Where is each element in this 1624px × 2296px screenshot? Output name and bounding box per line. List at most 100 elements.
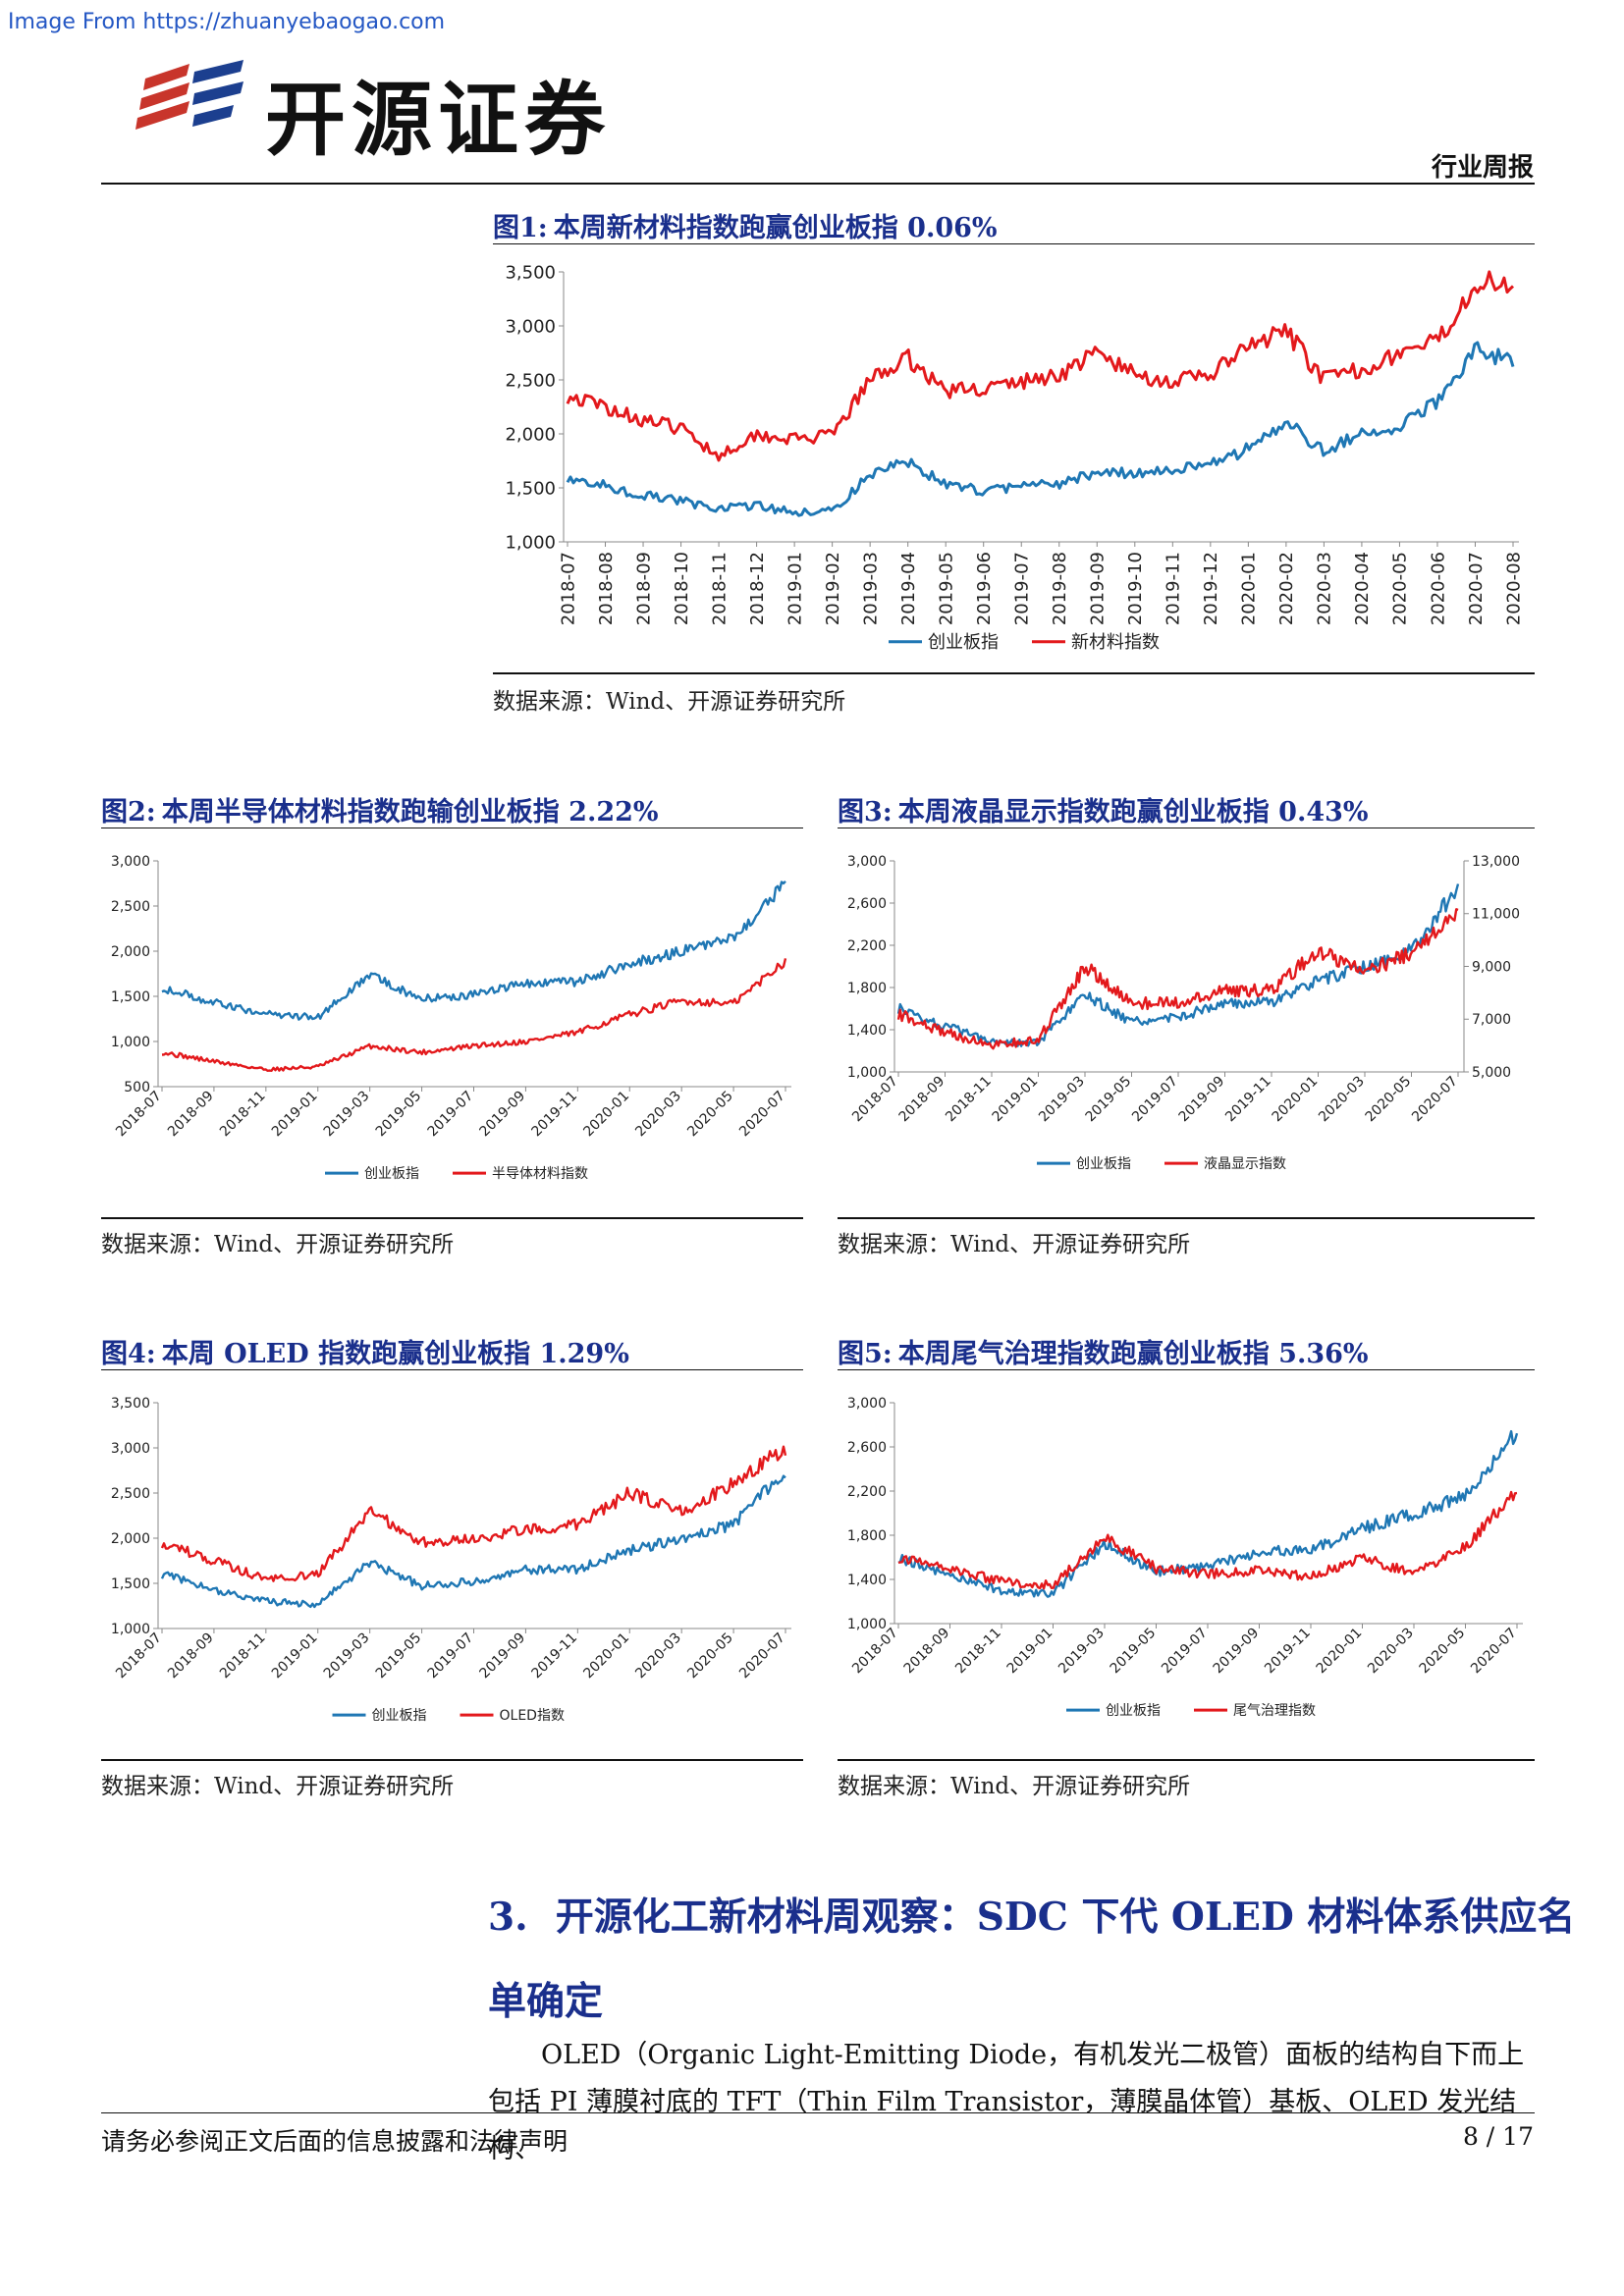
x-tick-label: 2020-05 xyxy=(1363,1074,1415,1126)
x-tick-label: 2020-07 xyxy=(1409,1074,1461,1126)
x-tick-label: 2018-07 xyxy=(849,1074,901,1126)
series-line-red xyxy=(161,958,787,1072)
x-tick-label: 2019-09 xyxy=(477,1089,529,1141)
legend-label: 尾气治理指数 xyxy=(1233,1703,1316,1719)
series-line-red xyxy=(897,1490,1518,1590)
x-tick-label: 2019-02 xyxy=(823,552,843,625)
figure-5-number: 图5: xyxy=(838,1339,893,1369)
x-tick-label: 2019-12 xyxy=(1201,552,1221,625)
y-tick-label: 2,500 xyxy=(111,899,150,915)
x-tick-label: 2018-11 xyxy=(952,1626,1004,1678)
source-url[interactable]: Image From https://zhuanyebaogao.com xyxy=(8,10,446,34)
figure-4-title: 图4: 本周 OLED 指数跑赢创业板指 1.29% xyxy=(101,1332,629,1370)
figure-5-source: 数据来源：Wind、开源证券研究所 xyxy=(838,1774,1191,1799)
x-tick-label: 2020-03 xyxy=(632,1630,684,1682)
x-tick-label: 2019-03 xyxy=(1036,1074,1088,1126)
y-tick-label: 1,000 xyxy=(505,532,556,553)
y-right-tick-label: 13,000 xyxy=(1472,854,1520,870)
y-tick-label: 2,000 xyxy=(111,944,150,960)
figure-1-source: 数据来源：Wind、开源证券研究所 xyxy=(493,689,846,715)
x-tick-label: 2020-05 xyxy=(1390,552,1411,625)
x-tick-label: 2020-01 xyxy=(1270,1074,1322,1126)
y-right-tick-label: 11,000 xyxy=(1472,907,1520,923)
x-tick-label: 2019-01 xyxy=(269,1630,321,1682)
x-tick-label: 2019-01 xyxy=(990,1074,1042,1126)
figure-5-bottom-rule xyxy=(838,1759,1535,1761)
x-tick-label: 2020-08 xyxy=(1503,552,1524,625)
y-tick-label: 1,500 xyxy=(505,478,556,499)
y-tick-label: 1,000 xyxy=(847,1617,887,1632)
x-tick-label: 2019-03 xyxy=(1056,1626,1108,1678)
figure-4-bottom-rule xyxy=(101,1759,803,1761)
x-tick-label: 2020-03 xyxy=(1316,1074,1368,1126)
y-tick-label: 3,500 xyxy=(111,1396,150,1412)
figure-3-title: 图3: 本周液晶显示指数跑赢创业板指 0.43% xyxy=(838,790,1369,828)
figure-4-number: 图4: xyxy=(101,1339,156,1369)
x-tick-label: 2018-08 xyxy=(596,552,617,625)
x-tick-label: 2018-11 xyxy=(709,552,730,625)
x-tick-label: 2018-07 xyxy=(558,552,578,625)
y-tick-label: 2,600 xyxy=(847,1440,887,1456)
x-tick-label: 2018-09 xyxy=(165,1089,217,1141)
report-type: 行业周报 xyxy=(1431,153,1534,183)
y-tick-label: 1,400 xyxy=(847,1573,887,1588)
x-tick-label: 2019-06 xyxy=(974,552,995,625)
x-tick-label: 2019-11 xyxy=(528,1630,580,1682)
series-line-blue xyxy=(566,341,1515,517)
x-tick-label: 2019-07 xyxy=(425,1089,477,1141)
x-tick-label: 2019-03 xyxy=(321,1089,373,1141)
y-tick-label: 1,800 xyxy=(847,981,887,996)
x-tick-label: 2020-04 xyxy=(1352,552,1373,625)
section-number: 3. xyxy=(488,1895,528,1940)
x-tick-label: 2019-09 xyxy=(1088,552,1109,625)
figure-2-source: 数据来源：Wind、开源证券研究所 xyxy=(101,1232,455,1257)
y-tick-label: 3,000 xyxy=(111,1441,150,1457)
series-line-blue xyxy=(160,1474,786,1609)
legend-label: OLED指数 xyxy=(500,1708,565,1724)
section-heading: 3. 开源化工新材料周观察：SDC 下代 OLED 材料体系供应名 xyxy=(488,1887,1575,1942)
brand-name: 开源证券 xyxy=(265,74,612,167)
legend-label: 新材料指数 xyxy=(1071,632,1160,653)
figure-2-number: 图2: xyxy=(101,797,156,828)
figure-1-bottom-rule xyxy=(493,672,1535,674)
figure-2-title: 图2: 本周半导体材料指数跑输创业板指 2.22% xyxy=(101,790,659,828)
y-tick-label: 2,600 xyxy=(847,896,887,912)
figure-5-title-text: 本周尾气治理指数跑赢创业板指 5.36% xyxy=(897,1339,1369,1369)
x-tick-label: 2020-07 xyxy=(736,1089,788,1141)
y-tick-label: 3,000 xyxy=(505,316,556,337)
figure-2-title-text: 本周半导体材料指数跑输创业板指 2.22% xyxy=(161,797,659,828)
x-tick-label: 2019-08 xyxy=(1050,552,1070,625)
y-tick-label: 1,500 xyxy=(111,989,150,1005)
y-right-tick-label: 5,000 xyxy=(1472,1065,1511,1081)
x-tick-label: 2019-04 xyxy=(898,552,919,625)
x-tick-label: 2019-05 xyxy=(937,552,957,625)
x-tick-label: 2019-07 xyxy=(1129,1074,1181,1126)
x-tick-label: 2018-12 xyxy=(747,552,768,625)
y-tick-label: 2,200 xyxy=(847,938,887,954)
x-tick-label: 2018-07 xyxy=(113,1089,165,1141)
x-tick-label: 2019-10 xyxy=(1125,552,1146,625)
x-tick-label: 2020-01 xyxy=(1314,1626,1366,1678)
x-tick-label: 2019-11 xyxy=(1164,552,1184,625)
x-tick-label: 2019-03 xyxy=(860,552,881,625)
figure-3-bottom-rule xyxy=(838,1217,1535,1219)
y-tick-label: 2,000 xyxy=(505,424,556,445)
figure-3-chart: 1,000 1,400 1,800 2,200 2,600 3,000 5,000 7,000… xyxy=(847,854,1520,1172)
figure-3-source: 数据来源：Wind、开源证券研究所 xyxy=(838,1232,1191,1257)
x-tick-label: 2019-07 xyxy=(1012,552,1033,625)
legend-label: 半导体材料指数 xyxy=(492,1166,588,1182)
y-right-tick-label: 9,000 xyxy=(1472,959,1511,975)
y-tick-label: 1,000 xyxy=(111,1622,150,1637)
x-tick-label: 2018-11 xyxy=(943,1074,995,1126)
brand-logo-icon xyxy=(135,54,253,147)
figure-1-chart: 1,000 1,500 2,000 2,500 3,000 3,500 2018-07 201… xyxy=(505,262,1524,653)
x-tick-label: 2019-03 xyxy=(321,1630,373,1682)
figure-5-title: 图5: 本周尾气治理指数跑赢创业板指 5.36% xyxy=(838,1332,1369,1370)
y-tick-label: 3,000 xyxy=(847,854,887,870)
x-tick-label: 2019-11 xyxy=(1262,1626,1314,1678)
y-tick-label: 1,800 xyxy=(847,1528,887,1544)
y-tick-label: 500 xyxy=(124,1080,150,1095)
